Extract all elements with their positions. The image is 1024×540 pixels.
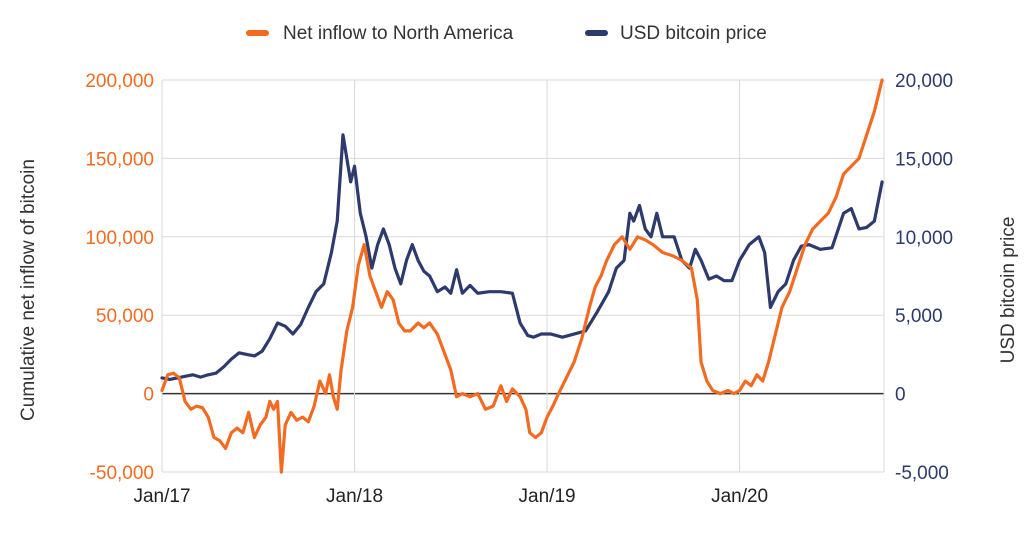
right-tick-label: 20,000 bbox=[895, 71, 953, 92]
right-tick-label: -5,000 bbox=[895, 463, 949, 484]
x-tick-label: Jan/17 bbox=[133, 486, 190, 507]
left-tick-label: 100,000 bbox=[85, 228, 154, 249]
x-axis: Jan/17 Jan/18 Jan/19 Jan/20 bbox=[133, 486, 768, 507]
right-tick-label: 15,000 bbox=[895, 149, 953, 170]
series-line-net-inflow bbox=[160, 78, 884, 474]
legend-label-usd-price: USD bitcoin price bbox=[620, 23, 767, 44]
right-tick-label: 10,000 bbox=[895, 228, 953, 249]
right-axis: -5,000 0 5,000 10,000 15,000 20,000 bbox=[895, 71, 953, 484]
left-tick-label: 0 bbox=[143, 385, 154, 406]
left-axis-title: Cumulative net inflow of bitcoin bbox=[18, 159, 39, 421]
left-tick-label: -50,000 bbox=[90, 463, 154, 484]
legend-label-net-inflow: Net inflow to North America bbox=[283, 23, 514, 44]
right-axis-title: USD bitcoin price bbox=[998, 217, 1019, 364]
right-tick-label: 5,000 bbox=[895, 306, 943, 327]
left-tick-label: 50,000 bbox=[96, 306, 154, 327]
legend-item-usd-price: USD bitcoin price bbox=[585, 23, 767, 44]
series-lines bbox=[160, 78, 884, 474]
legend-item-net-inflow: Net inflow to North America bbox=[246, 23, 514, 44]
grid bbox=[161, 79, 885, 473]
x-tick-label: Jan/18 bbox=[326, 486, 383, 507]
x-tick-label: Jan/19 bbox=[519, 486, 576, 507]
left-tick-label: 150,000 bbox=[85, 149, 154, 170]
x-tick-label: Jan/20 bbox=[711, 486, 768, 507]
right-tick-label: 0 bbox=[895, 385, 906, 406]
series-line-usd-price bbox=[160, 133, 884, 382]
left-tick-label: 200,000 bbox=[85, 71, 154, 92]
legend: Net inflow to North America USD bitcoin … bbox=[246, 23, 767, 44]
left-axis: -50,000 0 50,000 100,000 150,000 200,000 bbox=[85, 71, 154, 484]
